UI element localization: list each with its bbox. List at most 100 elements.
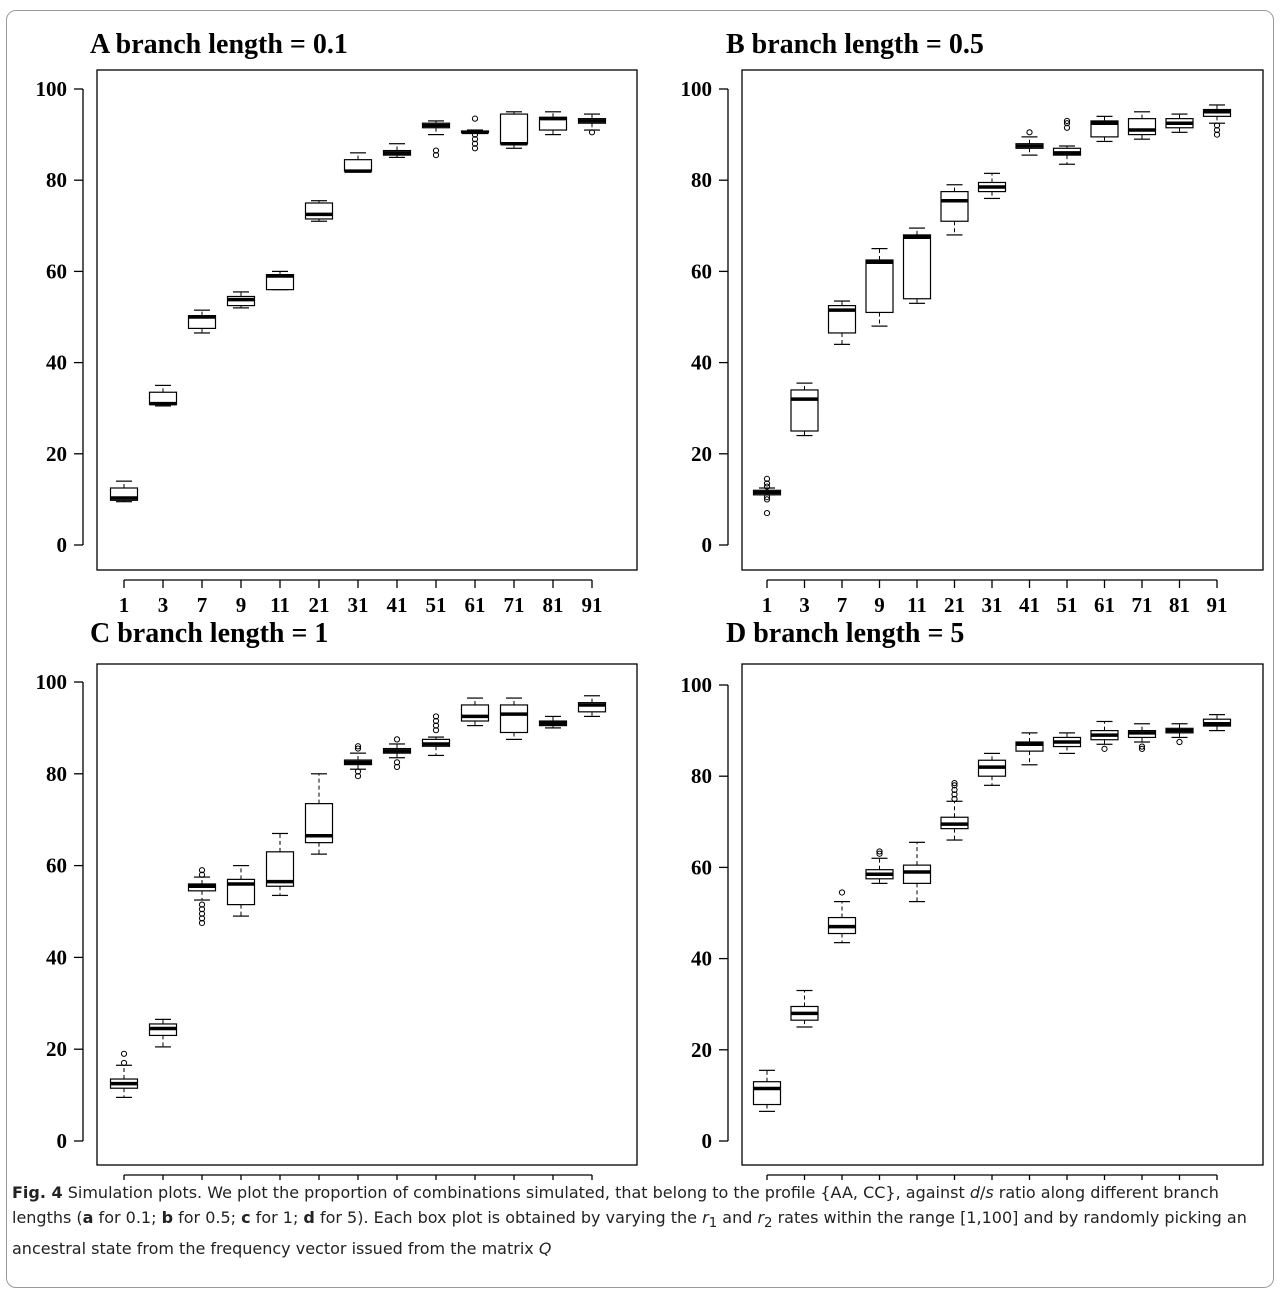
box-plot-91 <box>577 695 607 718</box>
box-plot-41 <box>382 143 412 158</box>
caption-text: for 5). Each box plot is obtained by var… <box>314 1208 703 1227</box>
box-plot-3 <box>148 1018 178 1048</box>
y-tick-label: 0 <box>702 1129 713 1153</box>
outlier-point <box>432 152 440 159</box>
box-plot-51 <box>421 713 451 757</box>
box-plot-41 <box>1015 732 1044 766</box>
outlier-point <box>471 131 479 138</box>
outlier-point <box>1026 129 1033 136</box>
x-tick-label: 61 <box>465 593 486 617</box>
panel-title: C branch length = 1 <box>90 618 328 649</box>
plot-frame <box>741 663 1264 1166</box>
outlier-point <box>432 722 440 729</box>
outlier-point <box>951 779 958 787</box>
outlier-point <box>1176 738 1183 746</box>
panel-title: D branch length = 5 <box>726 618 964 649</box>
box-plot-21 <box>940 184 969 236</box>
y-tick-label: 0 <box>57 1129 68 1153</box>
panel-c: C branch length = 1020406080100137911213… <box>36 618 638 1180</box>
iqr-box <box>499 704 529 734</box>
box-plot-61 <box>1090 115 1119 143</box>
outlier-point <box>838 889 846 896</box>
outlier-point <box>1063 120 1071 127</box>
x-tick-label: 7 <box>197 593 208 617</box>
box-plot-81 <box>538 715 568 729</box>
caption-ratio-slash: / <box>979 1183 986 1202</box>
outlier-point <box>1063 117 1071 125</box>
x-tick-label: 11 <box>270 593 290 617</box>
y-tick-label: 40 <box>46 945 67 969</box>
outlier-point <box>393 736 401 743</box>
plot-frame <box>96 663 638 1166</box>
x-tick-label: 9 <box>236 593 247 617</box>
outlier-point <box>432 713 440 720</box>
box-plot-71 <box>499 697 529 740</box>
x-tick-label: 11 <box>907 593 927 617</box>
x-tick-label: 41 <box>1019 593 1040 617</box>
x-tick-label: 31 <box>348 593 369 617</box>
y-tick-label: 60 <box>691 259 712 283</box>
iqr-box <box>902 864 932 884</box>
box-plot-61 <box>460 115 490 152</box>
box-plot-1 <box>109 1050 139 1098</box>
box-plot-51 <box>1052 117 1082 165</box>
x-tick-label: 51 <box>426 593 447 617</box>
x-tick-label: 1 <box>762 593 773 617</box>
y-tick-label: 80 <box>46 762 67 786</box>
x-tick-label: 61 <box>1094 593 1115 617</box>
caption-panel-d: d <box>303 1208 315 1227</box>
y-tick-label: 20 <box>46 1037 67 1061</box>
outlier-point <box>951 782 958 789</box>
outlier-point <box>198 901 206 908</box>
y-tick-label: 100 <box>681 673 713 697</box>
outlier-point <box>951 795 958 803</box>
box-plot-91 <box>1202 104 1232 138</box>
caption-text: ratio along different branch lengths ( <box>12 1183 1219 1227</box>
plot-frame <box>96 69 638 571</box>
box-plot-3 <box>790 989 819 1028</box>
box-plot-3 <box>148 384 178 407</box>
caption-ratio-s: s <box>985 1183 994 1202</box>
outlier-point <box>588 129 596 136</box>
box-plot-31 <box>343 152 373 173</box>
box-plot-3 <box>790 382 819 437</box>
iqr-box <box>902 234 932 300</box>
x-tick-label: 71 <box>1132 593 1153 617</box>
outlier-point <box>1213 131 1221 138</box>
x-tick-label: 9 <box>874 593 885 617</box>
y-tick-label: 40 <box>691 351 712 375</box>
box-plot-31 <box>343 743 373 780</box>
outlier-point <box>354 745 362 752</box>
y-tick-label: 20 <box>46 442 67 466</box>
caption-text: Simulation plots. We plot the proportion… <box>62 1183 970 1202</box>
outlier-point <box>471 136 479 143</box>
outlier-point <box>951 786 958 793</box>
caption-panel-b: b <box>161 1208 174 1227</box>
outlier-point <box>763 494 771 501</box>
y-tick-label: 60 <box>46 259 67 283</box>
x-tick-label: 91 <box>582 593 603 617</box>
iqr-box <box>865 259 894 314</box>
iqr-box <box>304 202 334 220</box>
caption-text: for 0.5; <box>173 1208 242 1227</box>
box-plot-71 <box>499 111 529 149</box>
outlier-point <box>1063 124 1071 131</box>
box-plot-21 <box>304 200 334 222</box>
y-tick-label: 40 <box>46 351 67 375</box>
outlier-point <box>120 1059 128 1067</box>
box-plot-51 <box>1052 732 1082 755</box>
iqr-box <box>499 113 529 145</box>
x-tick-label: 3 <box>799 593 810 617</box>
caption-text: for 1; <box>250 1208 304 1227</box>
y-tick-label: 100 <box>36 670 68 694</box>
box-plot-1 <box>752 475 782 517</box>
box-plot-11 <box>902 227 932 304</box>
caption-panel-a: a <box>82 1208 94 1227</box>
box-plot-7 <box>827 889 857 944</box>
outlier-point <box>198 871 206 878</box>
figure-caption: Fig. 4 Simulation plots. We plot the pro… <box>12 1180 1267 1261</box>
outlier-point <box>763 496 771 503</box>
x-tick-label: 81 <box>543 593 564 617</box>
box-plot-81 <box>538 111 568 136</box>
